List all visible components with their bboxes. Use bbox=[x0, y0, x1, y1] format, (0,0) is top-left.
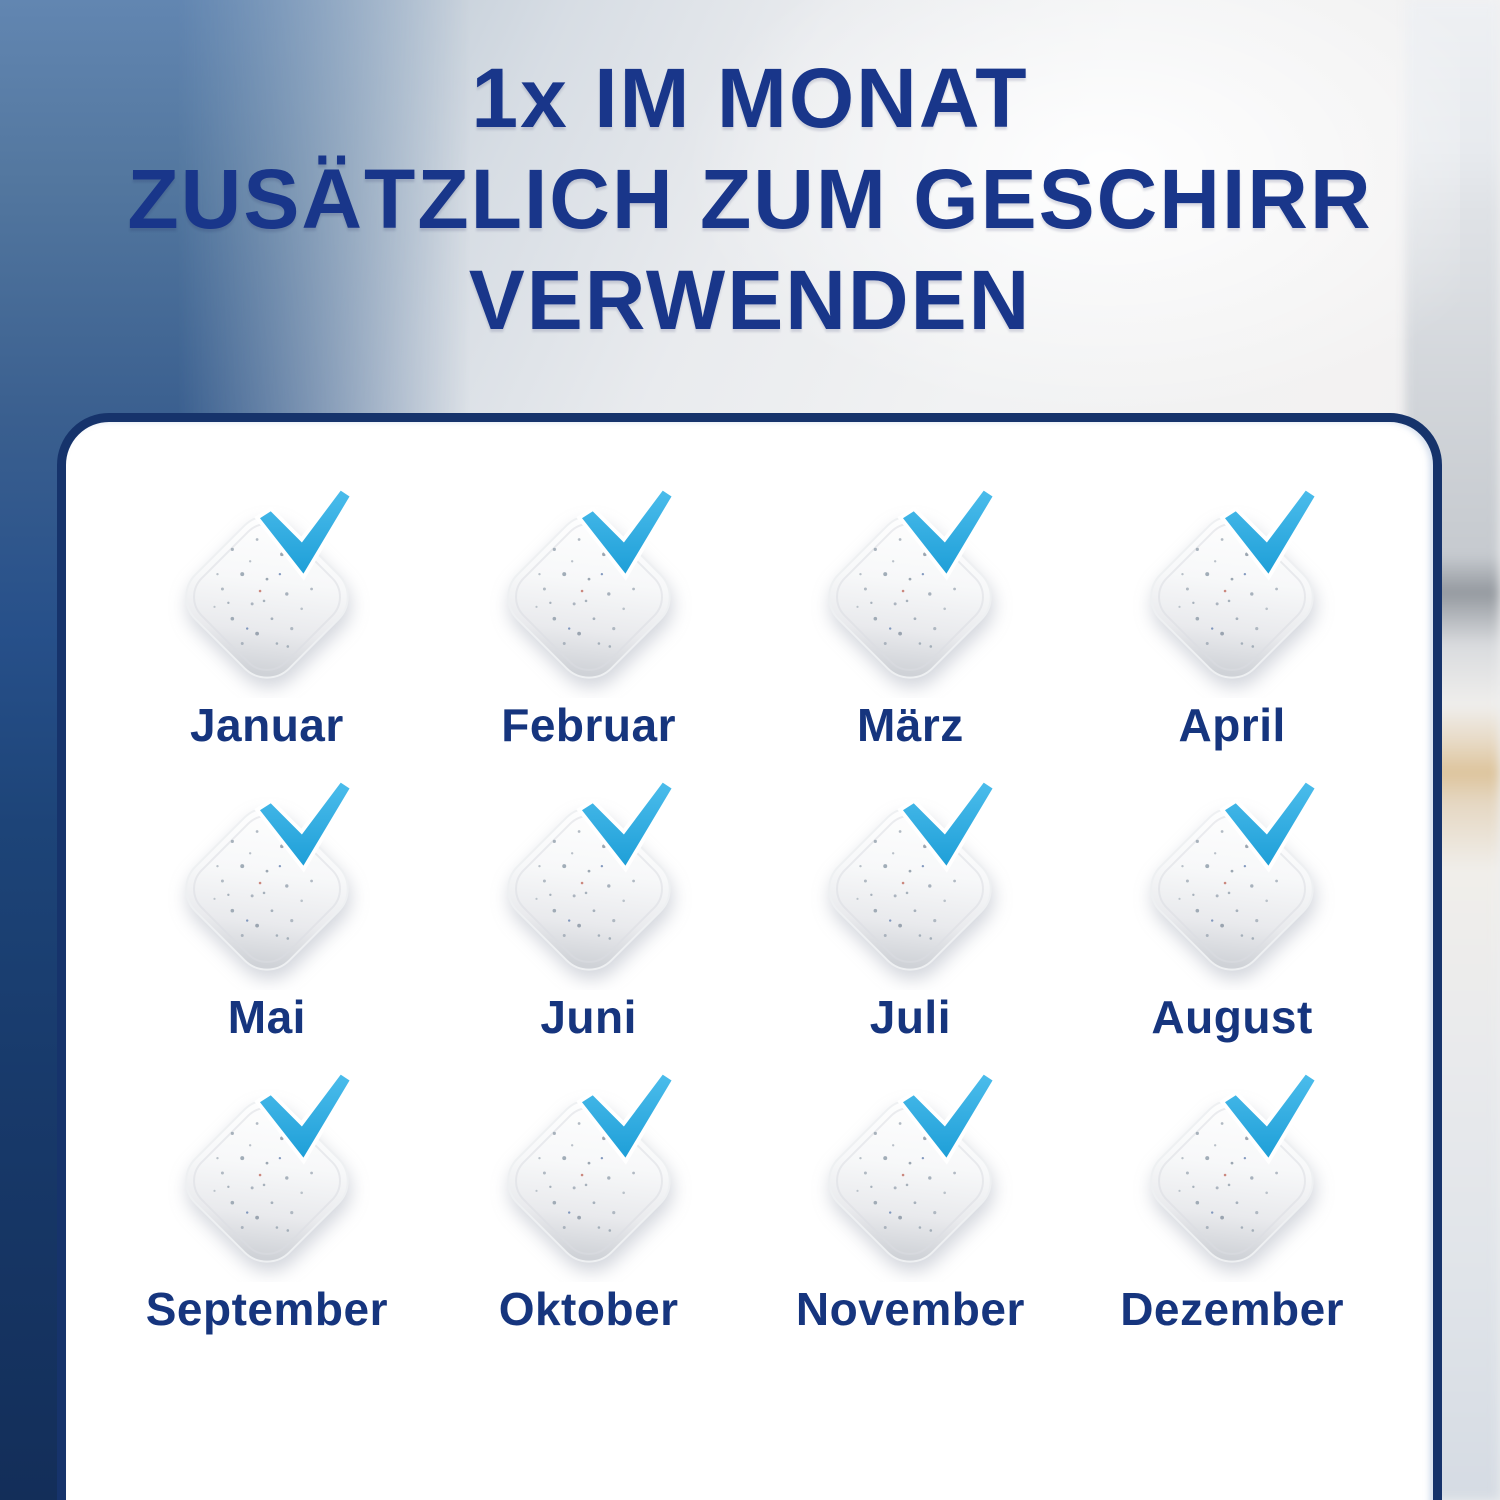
detergent-tab-icon bbox=[163, 772, 371, 990]
detergent-tab-icon bbox=[485, 1064, 693, 1282]
detergent-tab-icon bbox=[485, 772, 693, 990]
month-label: April bbox=[1178, 699, 1286, 751]
calendar-card: Januar Februar März bbox=[57, 413, 1442, 1500]
headline-line-2: ZUSÄTZLICH ZUM GESCHIRR bbox=[127, 152, 1373, 246]
month-cell-oktober: Oktober bbox=[428, 1064, 750, 1356]
month-label: August bbox=[1151, 991, 1313, 1043]
month-cell-mai: Mai bbox=[106, 772, 428, 1064]
detergent-tab-icon bbox=[163, 1064, 371, 1282]
detergent-tab-icon bbox=[806, 480, 1014, 698]
headline-line-1: 1x IM MONAT bbox=[471, 51, 1029, 145]
month-label: März bbox=[856, 699, 964, 751]
month-cell-september: September bbox=[106, 1064, 428, 1356]
month-label: Mai bbox=[227, 991, 306, 1043]
month-cell-dezember: Dezember bbox=[1071, 1064, 1393, 1356]
month-cell-august: August bbox=[1071, 772, 1393, 1064]
detergent-tab-icon bbox=[485, 480, 693, 698]
months-grid: Januar Februar März bbox=[66, 422, 1433, 1356]
month-label: Januar bbox=[189, 699, 344, 751]
headline-line-3: VERWENDEN bbox=[468, 253, 1032, 347]
month-label: Dezember bbox=[1120, 1283, 1345, 1335]
month-label: November bbox=[795, 1283, 1025, 1335]
month-cell-juli: Juli bbox=[750, 772, 1072, 1064]
month-label: Juni bbox=[540, 991, 637, 1043]
detergent-tab-icon bbox=[1128, 772, 1336, 990]
detergent-tab-icon bbox=[1128, 480, 1336, 698]
detergent-tab-icon bbox=[806, 772, 1014, 990]
month-cell-maerz: März bbox=[750, 480, 1072, 772]
detergent-tab-icon bbox=[163, 480, 371, 698]
month-label: Oktober bbox=[498, 1283, 679, 1335]
month-label: Juli bbox=[869, 991, 951, 1043]
month-cell-november: November bbox=[750, 1064, 1072, 1356]
detergent-tab-icon bbox=[806, 1064, 1014, 1282]
detergent-tab-icon bbox=[1128, 1064, 1336, 1282]
month-cell-juni: Juni bbox=[428, 772, 750, 1064]
month-label: Februar bbox=[501, 699, 676, 751]
month-label: September bbox=[145, 1283, 388, 1335]
month-cell-februar: Februar bbox=[428, 480, 750, 772]
headline: 1x IM MONAT ZUSÄTZLICH ZUM GESCHIRR VERW… bbox=[0, 48, 1500, 351]
background-highlight bbox=[680, 0, 1460, 420]
month-cell-januar: Januar bbox=[106, 480, 428, 772]
month-cell-april: April bbox=[1071, 480, 1393, 772]
